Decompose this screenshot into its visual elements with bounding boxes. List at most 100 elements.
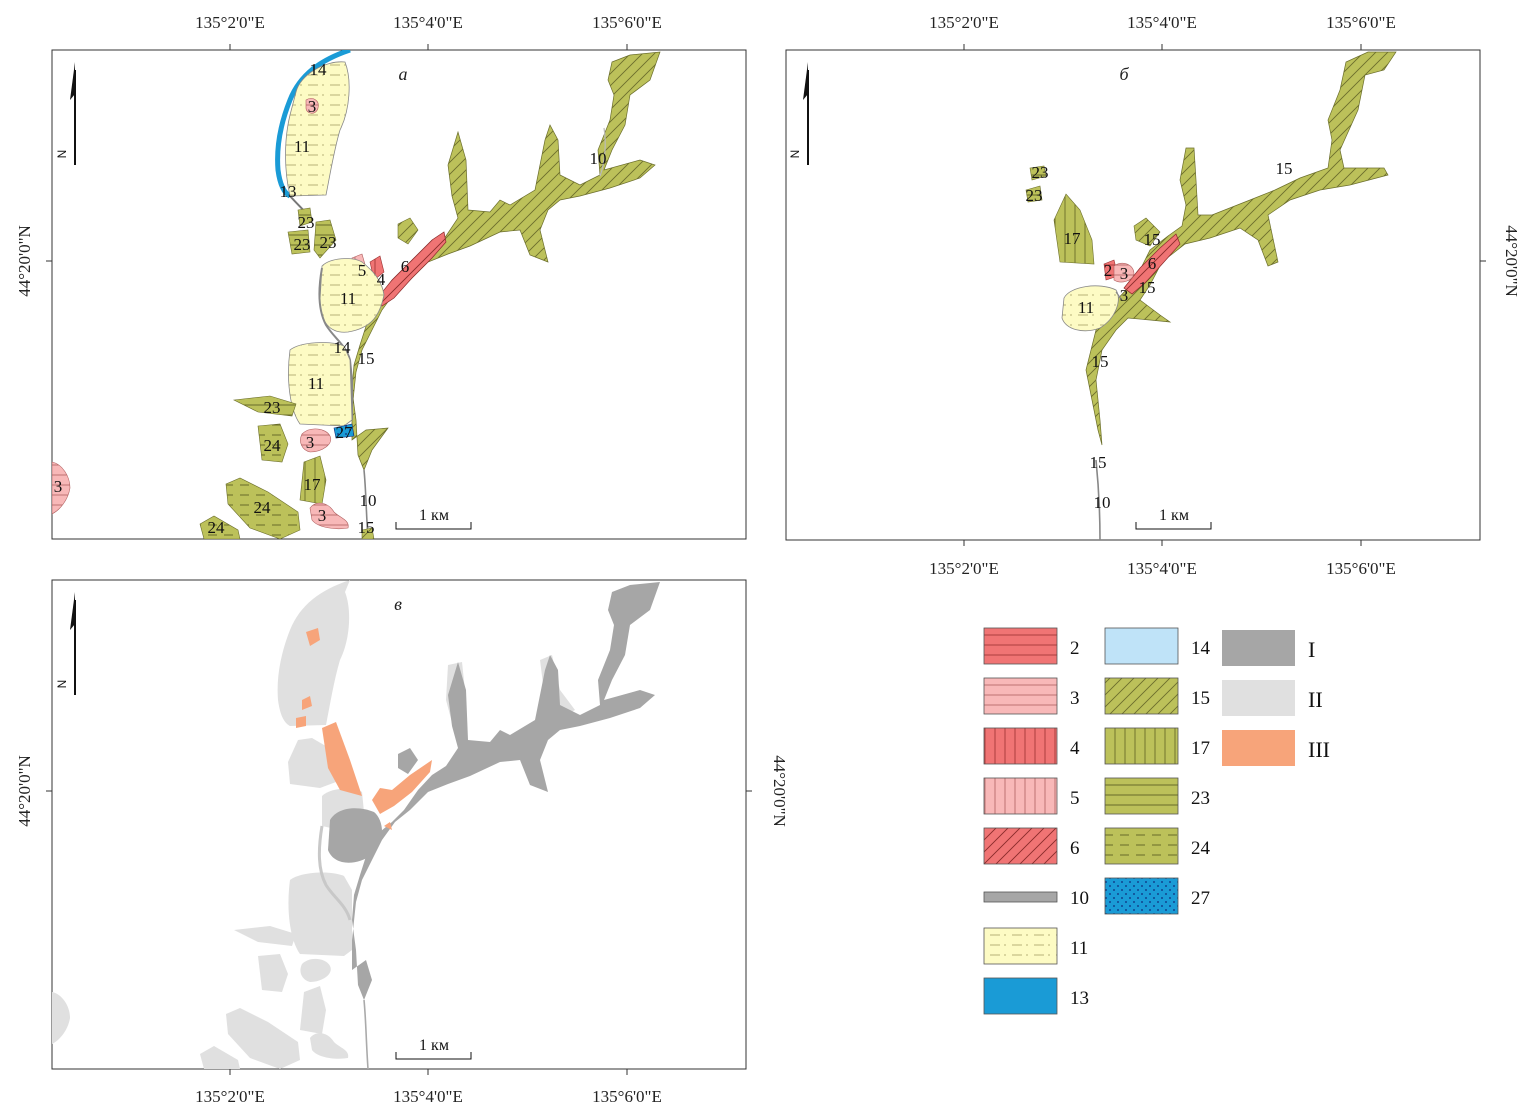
- legend-swatch: [983, 827, 1058, 865]
- map-label: 27: [336, 423, 354, 442]
- coord-label: 135°2'0"E: [929, 13, 999, 32]
- map-label: 24: [254, 498, 272, 517]
- svg-text:N: N: [55, 150, 69, 159]
- map-label: 4: [377, 270, 386, 289]
- map-label: 11: [340, 289, 356, 308]
- map-label: 17: [304, 475, 322, 494]
- map-label: 17: [1064, 229, 1082, 248]
- legend-swatch: [1222, 630, 1295, 666]
- legend-label: 24: [1191, 838, 1211, 859]
- panel-b: 23 23 15 17 15 2 3 6 15 3 11 15 15 10 б …: [785, 13, 1521, 578]
- map-label: 15: [1139, 278, 1156, 297]
- legend-swatch: [983, 977, 1058, 1015]
- panel-a-frame: [51, 49, 747, 540]
- svg-text:1 км: 1 км: [1159, 507, 1189, 524]
- coord-label: 135°6'0"E: [1326, 13, 1396, 32]
- north-arrow-icon: N: [788, 62, 809, 165]
- map-label: 15: [358, 518, 375, 537]
- map-label: 23: [320, 233, 337, 252]
- legend-swatch: [983, 727, 1058, 765]
- coord-label: 44°20'0"N: [1502, 225, 1521, 297]
- legend-label: 4: [1070, 738, 1080, 759]
- legend-label: 11: [1070, 938, 1088, 959]
- map-label: 24: [208, 518, 226, 537]
- legend-swatch: [1222, 730, 1295, 766]
- map-label: 2: [1104, 261, 1113, 280]
- panel-b-title: б: [1119, 64, 1129, 84]
- coord-label: 44°20'0"N: [15, 755, 34, 827]
- legend-label: 15: [1191, 688, 1210, 709]
- map-label: 3: [308, 97, 317, 116]
- map-label: 3: [1120, 264, 1129, 283]
- coord-label: 135°6'0"E: [592, 1087, 662, 1106]
- scale-bar: 1 км: [395, 1037, 472, 1060]
- map-label: 15: [358, 349, 375, 368]
- legend-label: 5: [1070, 788, 1080, 809]
- map-label: 23: [264, 398, 281, 417]
- map-label: 15: [1092, 352, 1109, 371]
- legend-swatch: [1222, 680, 1295, 716]
- legend-swatch: [983, 891, 1058, 903]
- legend-swatch: [1104, 627, 1179, 665]
- legend-swatch: [1104, 777, 1179, 815]
- svg-text:N: N: [55, 680, 69, 689]
- map-label: 23: [1026, 186, 1043, 205]
- scale-bar: 1 км: [1135, 507, 1212, 530]
- legend-swatch: [1104, 677, 1179, 715]
- map-label: 11: [1078, 298, 1094, 317]
- legend-label: 10: [1070, 888, 1089, 909]
- coord-label: 135°2'0"E: [195, 1087, 265, 1106]
- legend-label: 13: [1070, 988, 1089, 1009]
- map-label: 6: [401, 257, 410, 276]
- coord-label: 44°20'0"N: [770, 755, 789, 827]
- legend-swatch: [983, 777, 1058, 815]
- svg-text:N: N: [788, 150, 802, 159]
- panel-a-title: а: [399, 64, 408, 84]
- map-label: 23: [1032, 163, 1049, 182]
- coord-label: 135°2'0"E: [195, 13, 265, 32]
- legend-label: 23: [1191, 788, 1210, 809]
- coord-label: 135°4'0"E: [1127, 559, 1197, 578]
- map-label: 11: [308, 374, 324, 393]
- legend-swatch: [983, 927, 1058, 965]
- legend-label: III: [1308, 737, 1330, 762]
- coord-label: 135°4'0"E: [393, 1087, 463, 1106]
- map-label: 11: [294, 137, 310, 156]
- coord-label: 135°4'0"E: [1127, 13, 1197, 32]
- map-label: 3: [318, 506, 327, 525]
- map-label: 15: [1276, 159, 1293, 178]
- legend-label: I: [1308, 637, 1315, 662]
- map-label: 3: [1120, 286, 1129, 305]
- map-label: 6: [1148, 254, 1157, 273]
- map-label: 14: [310, 60, 328, 79]
- coord-label: 135°4'0"E: [393, 13, 463, 32]
- map-label: 10: [1094, 493, 1111, 512]
- svg-text:1 км: 1 км: [419, 1037, 449, 1054]
- map-label: 23: [294, 235, 311, 254]
- coord-label: 135°6'0"E: [1326, 559, 1396, 578]
- legend-swatch: [983, 627, 1058, 665]
- legend-label: 17: [1191, 738, 1210, 759]
- legend: 2 3 4 5 6 10 11 13 14 15 17 23 24 27 I I…: [983, 627, 1330, 1015]
- scale-bar: 1 км: [395, 507, 472, 530]
- panel-c: в N 1 км 135°2'0"E 135°4'0"E 135°6'0"E 4…: [15, 579, 789, 1106]
- legend-label: 27: [1191, 888, 1210, 909]
- map-label: 15: [1090, 453, 1107, 472]
- map-label: 10: [590, 149, 607, 168]
- legend-label: 14: [1191, 638, 1211, 659]
- svg-text:1 км: 1 км: [419, 507, 449, 524]
- panel-a: 14 3 11 13 23 23 23 23 5 4 6 11 14 15 11…: [15, 13, 747, 540]
- map-label: 15: [1144, 230, 1161, 249]
- map-label: 14: [334, 338, 352, 357]
- legend-swatch: [1104, 727, 1179, 765]
- map-label: 5: [358, 261, 367, 280]
- legend-swatch: [1104, 827, 1179, 865]
- coord-label: 135°6'0"E: [592, 13, 662, 32]
- panel-c-frame: [51, 579, 747, 1070]
- legend-label: 2: [1070, 638, 1080, 659]
- legend-label: 3: [1070, 688, 1080, 709]
- legend-swatch: [983, 677, 1058, 715]
- north-arrow-icon: N: [55, 62, 76, 165]
- legend-swatch: [1104, 877, 1179, 915]
